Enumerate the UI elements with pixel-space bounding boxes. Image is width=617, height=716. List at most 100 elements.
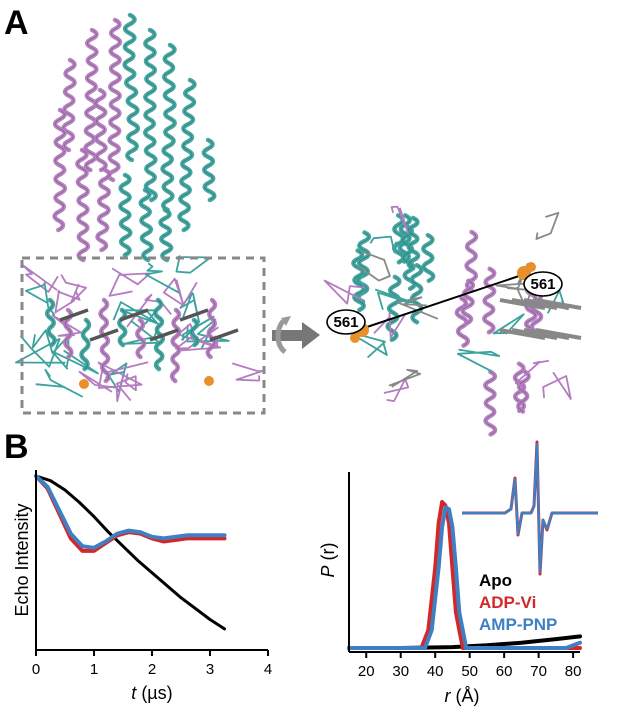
domain-helix-2	[79, 317, 92, 372]
deer-series-adp-vi	[34, 474, 227, 553]
beta-strand-1	[89, 328, 119, 342]
residue-label-right-text: 561	[530, 276, 555, 293]
domain-helix-3	[98, 297, 111, 384]
helix-ribbon-11-outline	[120, 174, 131, 256]
helix-ribbon-13-outline	[160, 209, 172, 261]
pr-legend: Apo ADP-Vi AMP-PNP	[479, 571, 557, 634]
pr-series-amp-pnp	[347, 505, 582, 650]
deer-x-axis-label-var: t	[131, 683, 137, 703]
rot-beta-strand-7	[535, 328, 582, 340]
pr-x-axis-label-var: r	[445, 686, 452, 706]
deer-x-tick-label: 4	[264, 661, 272, 678]
pr-x-axis-label-unit: (Å)	[451, 686, 480, 706]
rot-helix-a-6-outline	[531, 291, 542, 332]
rot-loop-10	[369, 235, 397, 254]
rot-beta-strand-1	[511, 298, 558, 310]
rot-loop-16	[374, 288, 413, 310]
pr-y-axis-label-unit: (r)	[318, 543, 338, 566]
deer-x-tick-label: 2	[148, 661, 156, 678]
rot-helix-a-2-outline	[518, 370, 529, 412]
domain-helix-4-outline	[119, 309, 126, 346]
rot-helix-b-3-outline	[357, 232, 370, 302]
pr-x-tick-label: 20	[358, 663, 375, 680]
deer-x-axis-label-unit: (µs)	[136, 683, 172, 703]
selection-box	[20, 256, 266, 415]
rot-beta-strand-5	[511, 328, 558, 340]
rot-beta-strand-3	[535, 298, 582, 310]
rot-loop-0	[396, 296, 439, 320]
helix-ribbon-2-outline	[108, 19, 121, 181]
rot-loop-8	[456, 348, 501, 373]
domain-helix-2-outline	[81, 319, 90, 370]
rot-helix-a-3-outline	[483, 268, 495, 333]
beta-strand-0	[59, 308, 89, 322]
helix-ribbon-9-outline	[203, 139, 215, 201]
pr-x-axis-label: r (Å)	[445, 686, 480, 706]
spin-label-marker-b-icon	[204, 376, 214, 386]
domain-loop-5	[108, 267, 151, 297]
rot-loop-6	[535, 211, 560, 240]
pr-x-tick-label: 60	[496, 663, 513, 680]
domain-loop-1	[126, 293, 172, 328]
legend-item-adp-vi: ADP-Vi	[479, 593, 536, 612]
pr-x-tick-label: 30	[392, 663, 409, 680]
helix-ribbon-3-outline	[54, 109, 66, 231]
domain-helix-7-outline	[171, 309, 180, 382]
rot-loop-1	[373, 312, 406, 339]
domain-loop-8	[35, 368, 83, 398]
distance-distribution-chart: 20 30 40 50 60 70 80 P (r) r (Å) Apo ADP-Vi AM…	[318, 440, 598, 706]
beta-strand-3	[149, 328, 179, 342]
rotation-arrow-icon	[272, 316, 320, 354]
epr-spectrum-inset	[462, 440, 598, 576]
residue-label-left: 561	[326, 309, 366, 335]
beta-strand-5	[209, 328, 239, 342]
pr-series-adp-vi	[347, 500, 582, 650]
domain-helix-3-outline	[100, 299, 109, 382]
residue-label-left-text: 561	[333, 314, 358, 331]
domain-helix-0-outline	[46, 299, 55, 346]
rot-loop-13	[542, 371, 572, 400]
helix-ribbon-4-outline	[77, 149, 89, 261]
rot-helix-a-7-outline	[485, 371, 496, 435]
pr-x-tick-label: 70	[530, 663, 547, 680]
deer-y-axis-label: Echo Intensity	[12, 503, 32, 616]
pr-x-tick-label: 40	[427, 663, 444, 680]
rot-helix-b-6-outline	[408, 217, 419, 269]
rot-beta-strand-2	[523, 298, 570, 310]
rot-helix-b-5-outline	[402, 226, 415, 289]
rotated-domain-illustration	[323, 205, 582, 437]
helix-ribbon-14-outline	[95, 89, 106, 171]
rot-loop-11	[514, 359, 550, 388]
rot-loop-5	[323, 279, 365, 305]
helix-ribbon-10	[95, 167, 112, 253]
panel-label-b: B	[4, 428, 29, 466]
domain-loop-3	[21, 263, 59, 293]
deer-trace-chart: 0 1 2 3 4 Echo Intensity t (µs)	[12, 470, 272, 703]
helix-ribbon-10-outline	[97, 169, 110, 251]
rot-helix-b-8-outline	[411, 264, 422, 323]
rot-beta-strand-0	[499, 298, 546, 310]
deer-x-tick-label: 1	[90, 661, 98, 678]
deer-x-axis-label: t (µs)	[131, 683, 172, 703]
spin-label-marker-a-icon	[79, 379, 89, 389]
rot-beta-strand-6	[523, 328, 570, 340]
rot-loop-17	[390, 205, 409, 234]
legend-item-apo: Apo	[479, 571, 512, 590]
helix-ribbon-6-outline	[144, 29, 156, 201]
domain-loop-21	[78, 370, 125, 403]
pr-x-tick-label: 80	[565, 663, 582, 680]
helix-ribbon-0-outline	[63, 59, 75, 151]
rot-helix-b-7-outline	[353, 250, 365, 311]
helix-ribbon-5-outline	[124, 14, 139, 161]
domain-loop-24	[144, 262, 180, 294]
domain-loop-6	[179, 291, 200, 323]
distance-line	[357, 272, 529, 331]
rot-loop-12	[357, 251, 391, 282]
residue-label-right: 561	[523, 271, 563, 297]
rot-helix-b-4-outline	[423, 234, 434, 281]
helix-ribbon-12-outline	[140, 189, 152, 261]
deer-x-tick-label: 3	[206, 661, 214, 678]
helix-ribbon-7-outline	[162, 44, 175, 211]
rot-beta-strand-4	[499, 328, 546, 340]
